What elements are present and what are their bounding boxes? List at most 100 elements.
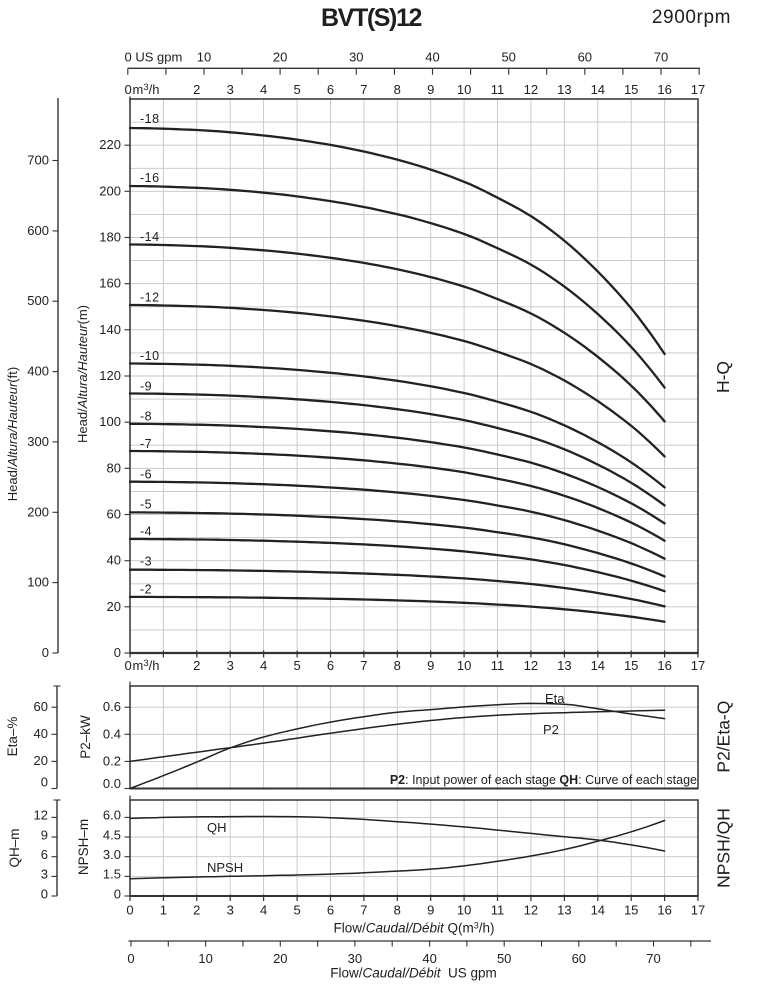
svg-text:-2: -2	[140, 583, 152, 597]
svg-text:220: 220	[99, 137, 121, 152]
svg-text:P2: P2	[543, 722, 559, 737]
svg-text:13: 13	[557, 82, 571, 97]
svg-text:4: 4	[260, 82, 267, 97]
svg-text:16: 16	[657, 82, 671, 97]
svg-text:30: 30	[348, 951, 362, 966]
svg-text:0: 0	[42, 645, 49, 660]
svg-text:70: 70	[646, 951, 660, 966]
svg-text:12: 12	[524, 658, 538, 673]
svg-text:7: 7	[360, 658, 367, 673]
svg-text:-12: -12	[140, 291, 160, 305]
svg-text:10: 10	[457, 658, 471, 673]
svg-text:7: 7	[360, 82, 367, 97]
svg-text:50: 50	[501, 50, 515, 65]
svg-text:-18: -18	[140, 112, 160, 126]
svg-text:15: 15	[624, 903, 638, 918]
svg-text:4: 4	[260, 903, 267, 918]
svg-text:60: 60	[34, 699, 48, 714]
svg-text:6: 6	[41, 847, 48, 862]
svg-text:15: 15	[624, 82, 638, 97]
svg-text:BVT(S)12: BVT(S)12	[321, 4, 421, 32]
svg-text:0: 0	[125, 658, 132, 673]
svg-text:6.0: 6.0	[103, 808, 121, 823]
svg-text:P2/Eta-Q: P2/Eta-Q	[714, 701, 734, 773]
svg-text:17: 17	[691, 658, 705, 673]
svg-text:400: 400	[27, 364, 49, 379]
svg-text:3: 3	[227, 903, 234, 918]
svg-text:Head/Altura/Hauteur(m): Head/Altura/Hauteur(m)	[75, 305, 90, 443]
svg-text:11: 11	[491, 903, 505, 918]
svg-text:120: 120	[99, 368, 121, 383]
svg-text:6: 6	[327, 658, 334, 673]
svg-text:40: 40	[422, 951, 436, 966]
svg-text:40: 40	[425, 50, 439, 65]
svg-text:-6: -6	[140, 468, 152, 482]
svg-text:3.0: 3.0	[103, 847, 121, 862]
svg-text:200: 200	[99, 183, 121, 198]
svg-text:0.2: 0.2	[103, 753, 121, 768]
svg-text:16: 16	[657, 658, 671, 673]
svg-text:0.6: 0.6	[103, 699, 121, 714]
svg-text:9: 9	[427, 903, 434, 918]
svg-text:15: 15	[624, 658, 638, 673]
svg-text:m3/h: m3/h	[133, 658, 160, 673]
svg-text:14: 14	[591, 903, 605, 918]
svg-text:4.5: 4.5	[103, 827, 121, 842]
svg-text:1.5: 1.5	[103, 867, 121, 882]
svg-text:10: 10	[198, 951, 212, 966]
svg-text:0.4: 0.4	[103, 726, 121, 741]
svg-text:QH: QH	[207, 820, 227, 835]
svg-text:P2: Input power of each stage: P2: Input power of each stage QH: Curve …	[390, 773, 697, 787]
svg-text:0: 0	[41, 775, 48, 790]
svg-text:4: 4	[260, 658, 267, 673]
svg-text:20: 20	[34, 753, 48, 768]
svg-text:-9: -9	[140, 380, 152, 394]
svg-text:11: 11	[491, 658, 505, 673]
svg-text:NPSH: NPSH	[207, 860, 243, 875]
svg-text:2: 2	[193, 903, 200, 918]
svg-text:5: 5	[293, 82, 300, 97]
svg-text:30: 30	[349, 50, 363, 65]
svg-text:-4: -4	[140, 525, 152, 539]
svg-text:40: 40	[107, 553, 121, 568]
svg-text:160: 160	[99, 276, 121, 291]
svg-text:16: 16	[657, 903, 671, 918]
svg-text:Eta: Eta	[545, 691, 565, 706]
svg-text:40: 40	[34, 726, 48, 741]
svg-text:8: 8	[394, 658, 401, 673]
svg-text:0: 0	[114, 886, 121, 901]
svg-text:-5: -5	[140, 498, 152, 512]
svg-text:0.0: 0.0	[103, 776, 121, 791]
svg-text:3: 3	[41, 867, 48, 882]
svg-text:0 US gpm: 0 US gpm	[125, 50, 183, 65]
svg-text:9: 9	[427, 658, 434, 673]
svg-text:12: 12	[524, 82, 538, 97]
svg-text:14: 14	[591, 658, 605, 673]
svg-text:60: 60	[578, 50, 592, 65]
svg-text:NPSH–m: NPSH–m	[76, 819, 91, 875]
svg-text:100: 100	[27, 575, 49, 590]
svg-text:0: 0	[41, 886, 48, 901]
svg-text:NPSH/QH: NPSH/QH	[714, 808, 734, 888]
svg-text:11: 11	[491, 82, 505, 97]
svg-text:Eta–%: Eta–%	[5, 717, 20, 757]
svg-text:20: 20	[273, 951, 287, 966]
svg-text:12: 12	[34, 808, 48, 823]
svg-text:80: 80	[107, 460, 121, 475]
svg-text:180: 180	[99, 230, 121, 245]
svg-text:0: 0	[127, 951, 134, 966]
svg-text:14: 14	[591, 82, 605, 97]
svg-text:70: 70	[654, 50, 668, 65]
svg-text:5: 5	[293, 658, 300, 673]
svg-text:13: 13	[557, 658, 571, 673]
svg-text:60: 60	[107, 507, 121, 522]
svg-text:-7: -7	[140, 437, 152, 451]
svg-text:20: 20	[107, 599, 121, 614]
svg-text:8: 8	[394, 903, 401, 918]
svg-text:2900rpm: 2900rpm	[652, 7, 731, 28]
svg-text:0: 0	[114, 645, 121, 660]
svg-text:20: 20	[273, 50, 287, 65]
svg-text:QH–m: QH–m	[7, 828, 22, 867]
svg-text:700: 700	[27, 153, 49, 168]
svg-text:200: 200	[27, 504, 49, 519]
